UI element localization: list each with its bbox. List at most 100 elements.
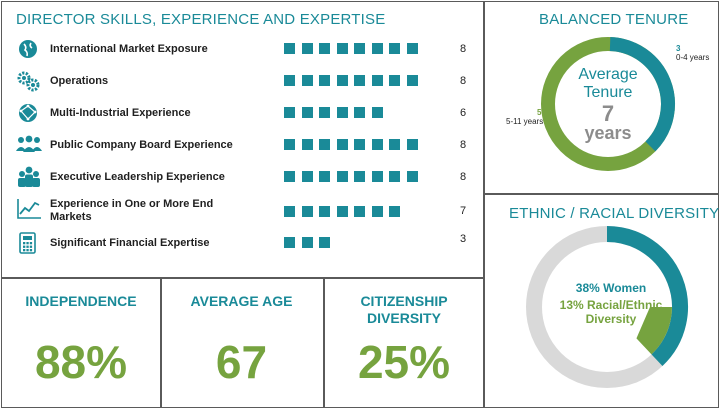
globe-network-icon	[19, 104, 37, 122]
skill-square	[319, 139, 330, 150]
skill-square	[389, 206, 400, 217]
skill-square	[336, 206, 348, 217]
skill-label: Multi-Industrial Experience	[50, 107, 191, 119]
skill-value: 8	[460, 139, 467, 151]
skill-square	[319, 206, 330, 217]
skill-label: Significant Financial Expertise	[50, 237, 210, 249]
diversity-donut	[526, 226, 688, 388]
skill-value: 8	[460, 75, 467, 87]
skill-square	[371, 107, 383, 118]
skill-square	[319, 171, 330, 182]
skill-square	[371, 75, 383, 86]
skill-square	[284, 171, 295, 182]
skill-square	[371, 206, 383, 217]
skill-square	[354, 75, 365, 86]
tenure-label-0-4-count: 3	[676, 44, 681, 53]
skill-bars	[284, 206, 400, 218]
skill-label: Operations	[50, 75, 109, 87]
skill-square	[389, 171, 400, 182]
skill-label: Experience in One or More End Markets	[50, 198, 214, 223]
skill-square	[319, 43, 330, 54]
skill-label: Executive Leadership Experience	[50, 171, 225, 183]
skill-square	[389, 43, 400, 54]
skill-square	[301, 139, 313, 150]
skill-label: International Market Exposure	[50, 43, 208, 55]
stats-panel: INDEPENDENCE 88% AVERAGE AGE 67 CITIZENS…	[1, 278, 484, 408]
tenure-center-line1: Average	[578, 66, 638, 83]
skill-bars	[284, 43, 418, 55]
skill-square	[284, 43, 295, 54]
tenure-center-unit: years	[584, 123, 632, 143]
skill-square	[354, 139, 365, 150]
skill-value: 7	[460, 205, 467, 217]
skill-square	[301, 206, 313, 217]
globe-icon	[19, 40, 37, 58]
skill-square	[284, 75, 295, 86]
skills-title: DIRECTOR SKILLS, EXPERIENCE AND EXPERTIS…	[16, 11, 386, 28]
diversity-racial-label: 13% Racial/Ethnic Diversity	[559, 298, 663, 326]
skill-bars	[284, 171, 418, 183]
skill-square	[389, 75, 400, 86]
diversity-women-label: 38% Women	[575, 281, 647, 295]
skill-square	[406, 43, 418, 54]
skill-square	[301, 107, 313, 118]
diversity-title: ETHNIC / RACIAL DIVERSITY	[509, 205, 720, 222]
skill-square	[371, 43, 383, 54]
tenure-label-5-11-text: 5-11 years	[506, 117, 544, 126]
skill-square	[301, 237, 313, 248]
skill-square	[336, 139, 348, 150]
citizenship-label-line2: DIVERSITY	[367, 310, 441, 326]
gears-icon	[17, 71, 40, 92]
tenure-label-5-11-count: 5	[537, 108, 542, 117]
skill-bars	[284, 75, 418, 87]
citizenship-label-line1: CITIZENSHIP	[360, 293, 448, 309]
tenure-segment-0-4-years	[609, 37, 675, 152]
independence-value: 88%	[34, 336, 128, 388]
line-chart-icon	[17, 199, 41, 219]
skill-square	[406, 75, 418, 86]
skill-row: Operations 8	[16, 70, 472, 94]
skill-bars	[284, 107, 383, 119]
skill-square	[284, 107, 295, 118]
tenure-center-line2: Tenure	[583, 84, 633, 101]
skill-square	[284, 237, 295, 248]
skill-square	[336, 75, 348, 86]
skill-row: Multi-Industrial Experience 6	[16, 102, 472, 126]
diversity-segment-women	[606, 226, 688, 367]
independence-label: INDEPENDENCE	[25, 293, 137, 309]
skill-square	[406, 139, 418, 150]
skill-value: 8	[460, 171, 467, 183]
tenure-center-value: 7	[601, 101, 615, 126]
stats-divider	[323, 279, 325, 407]
skill-square	[336, 107, 348, 118]
skill-bars	[284, 237, 330, 249]
tenure-title: BALANCED TENURE	[539, 11, 689, 28]
skill-square	[389, 139, 400, 150]
skill-square	[336, 43, 348, 54]
skill-square	[301, 171, 313, 182]
skill-row: International Market Exposure 8	[16, 38, 472, 62]
diversity-panel: ETHNIC / RACIAL DIVERSITY 38% Women 13% …	[484, 194, 719, 408]
skill-square	[301, 43, 313, 54]
skill-square	[371, 171, 383, 182]
skills-panel: DIRECTOR SKILLS, EXPERIENCE AND EXPERTIS…	[1, 1, 484, 278]
tenure-donut	[541, 37, 675, 171]
skill-square	[284, 206, 295, 217]
average-age-value: 67	[215, 336, 268, 388]
leaders-icon	[18, 166, 40, 187]
citizenship-value: 25%	[357, 336, 451, 388]
skill-bars	[284, 139, 418, 151]
skill-square	[319, 107, 330, 118]
diversity-segment-racial	[636, 307, 672, 355]
skill-square	[354, 107, 365, 118]
skill-square	[354, 171, 365, 182]
skill-square	[406, 171, 418, 182]
skill-value: 8	[460, 43, 467, 55]
skill-value: 3	[460, 233, 467, 245]
skill-square	[336, 171, 348, 182]
tenure-panel: BALANCED TENURE Average Tenure 7 years 3…	[484, 1, 719, 194]
skill-row: Executive Leadership Experience 8	[16, 166, 472, 190]
skill-square	[284, 139, 295, 150]
skill-square	[319, 75, 330, 86]
skill-square	[319, 237, 330, 248]
